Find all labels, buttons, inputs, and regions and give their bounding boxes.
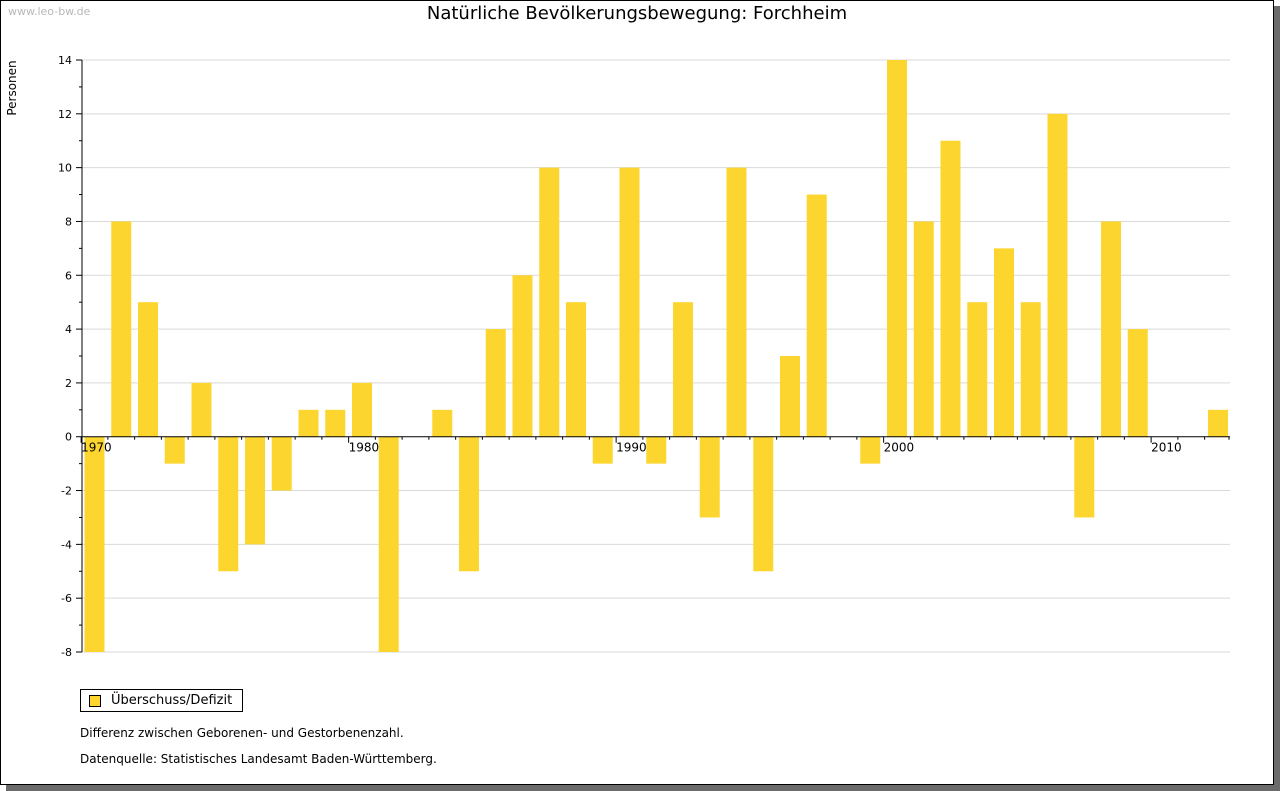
bar-2005 [1020, 302, 1041, 437]
y-tick-label: -8 [61, 646, 72, 659]
bar-1980 [352, 382, 372, 437]
chart-title: Natürliche Bevölkerungsbewegung: Forchhe… [426, 3, 848, 24]
y-tick-label: 8 [65, 215, 72, 228]
bar-1994 [726, 167, 747, 437]
bar-1995 [753, 436, 774, 572]
y-axis-label: Personen [5, 60, 19, 115]
y-tick-label: 4 [65, 323, 72, 336]
bar-1990 [619, 167, 640, 437]
y-tick-label: 0 [65, 431, 72, 444]
bar-2000 [887, 60, 907, 437]
bar-2012 [1208, 409, 1228, 437]
bar-2007 [1074, 436, 1095, 518]
bar-1984 [459, 436, 479, 572]
bar-1970 [84, 436, 105, 652]
x-tick-label: 1970 [81, 441, 112, 455]
bar-1997 [806, 194, 827, 437]
watermark: www.leo-bw.de [8, 5, 91, 18]
bar-1993 [699, 436, 720, 518]
bar-1975 [218, 436, 239, 572]
bar-1996 [780, 356, 800, 437]
bar-1986 [512, 275, 533, 437]
bar-1978 [298, 409, 319, 437]
y-tick-label: 2 [65, 377, 72, 390]
bar-1989 [592, 436, 613, 464]
x-tick-label: 2000 [884, 441, 915, 455]
bar-1974 [191, 382, 212, 437]
bar-2001 [913, 221, 934, 437]
y-tick-label: 14 [58, 54, 72, 67]
y-tick-label: -4 [61, 538, 72, 551]
bar-2006 [1047, 113, 1068, 437]
bar-1987 [539, 167, 560, 437]
bar-1979 [325, 409, 346, 437]
legend: Überschuss/Defizit [80, 689, 244, 712]
bar-1985 [485, 329, 506, 437]
bar-1991 [646, 436, 667, 464]
bar-1973 [164, 436, 185, 464]
y-tick-label: 6 [65, 269, 72, 282]
bar-1972 [138, 302, 158, 437]
bar-1976 [245, 436, 265, 545]
bar-2008 [1101, 221, 1121, 437]
y-tick-label: 10 [58, 162, 72, 175]
bar-1983 [432, 409, 453, 437]
bar-1977 [271, 436, 292, 491]
bar-1981 [378, 436, 399, 652]
y-tick-label: -6 [61, 592, 72, 605]
note-source: Datenquelle: Statistisches Landesamt Bad… [80, 752, 437, 766]
bar-2003 [967, 302, 988, 437]
y-tick-label: -2 [61, 485, 72, 498]
legend-label: Überschuss/Defizit [111, 693, 233, 708]
bar-1999 [860, 436, 881, 464]
x-tick-label: 2010 [1151, 441, 1182, 455]
bar-1988 [566, 302, 586, 437]
bar-1992 [673, 302, 693, 437]
bar-1971 [111, 221, 132, 437]
x-tick-label: 1990 [616, 441, 647, 455]
bar-2004 [994, 248, 1014, 437]
bar-2009 [1127, 329, 1148, 437]
x-tick-label: 1980 [349, 441, 380, 455]
y-tick-label: 12 [58, 108, 72, 121]
note-description: Differenz zwischen Geborenen- und Gestor… [80, 726, 404, 740]
legend-swatch [89, 694, 101, 707]
bar-2002 [940, 140, 961, 437]
